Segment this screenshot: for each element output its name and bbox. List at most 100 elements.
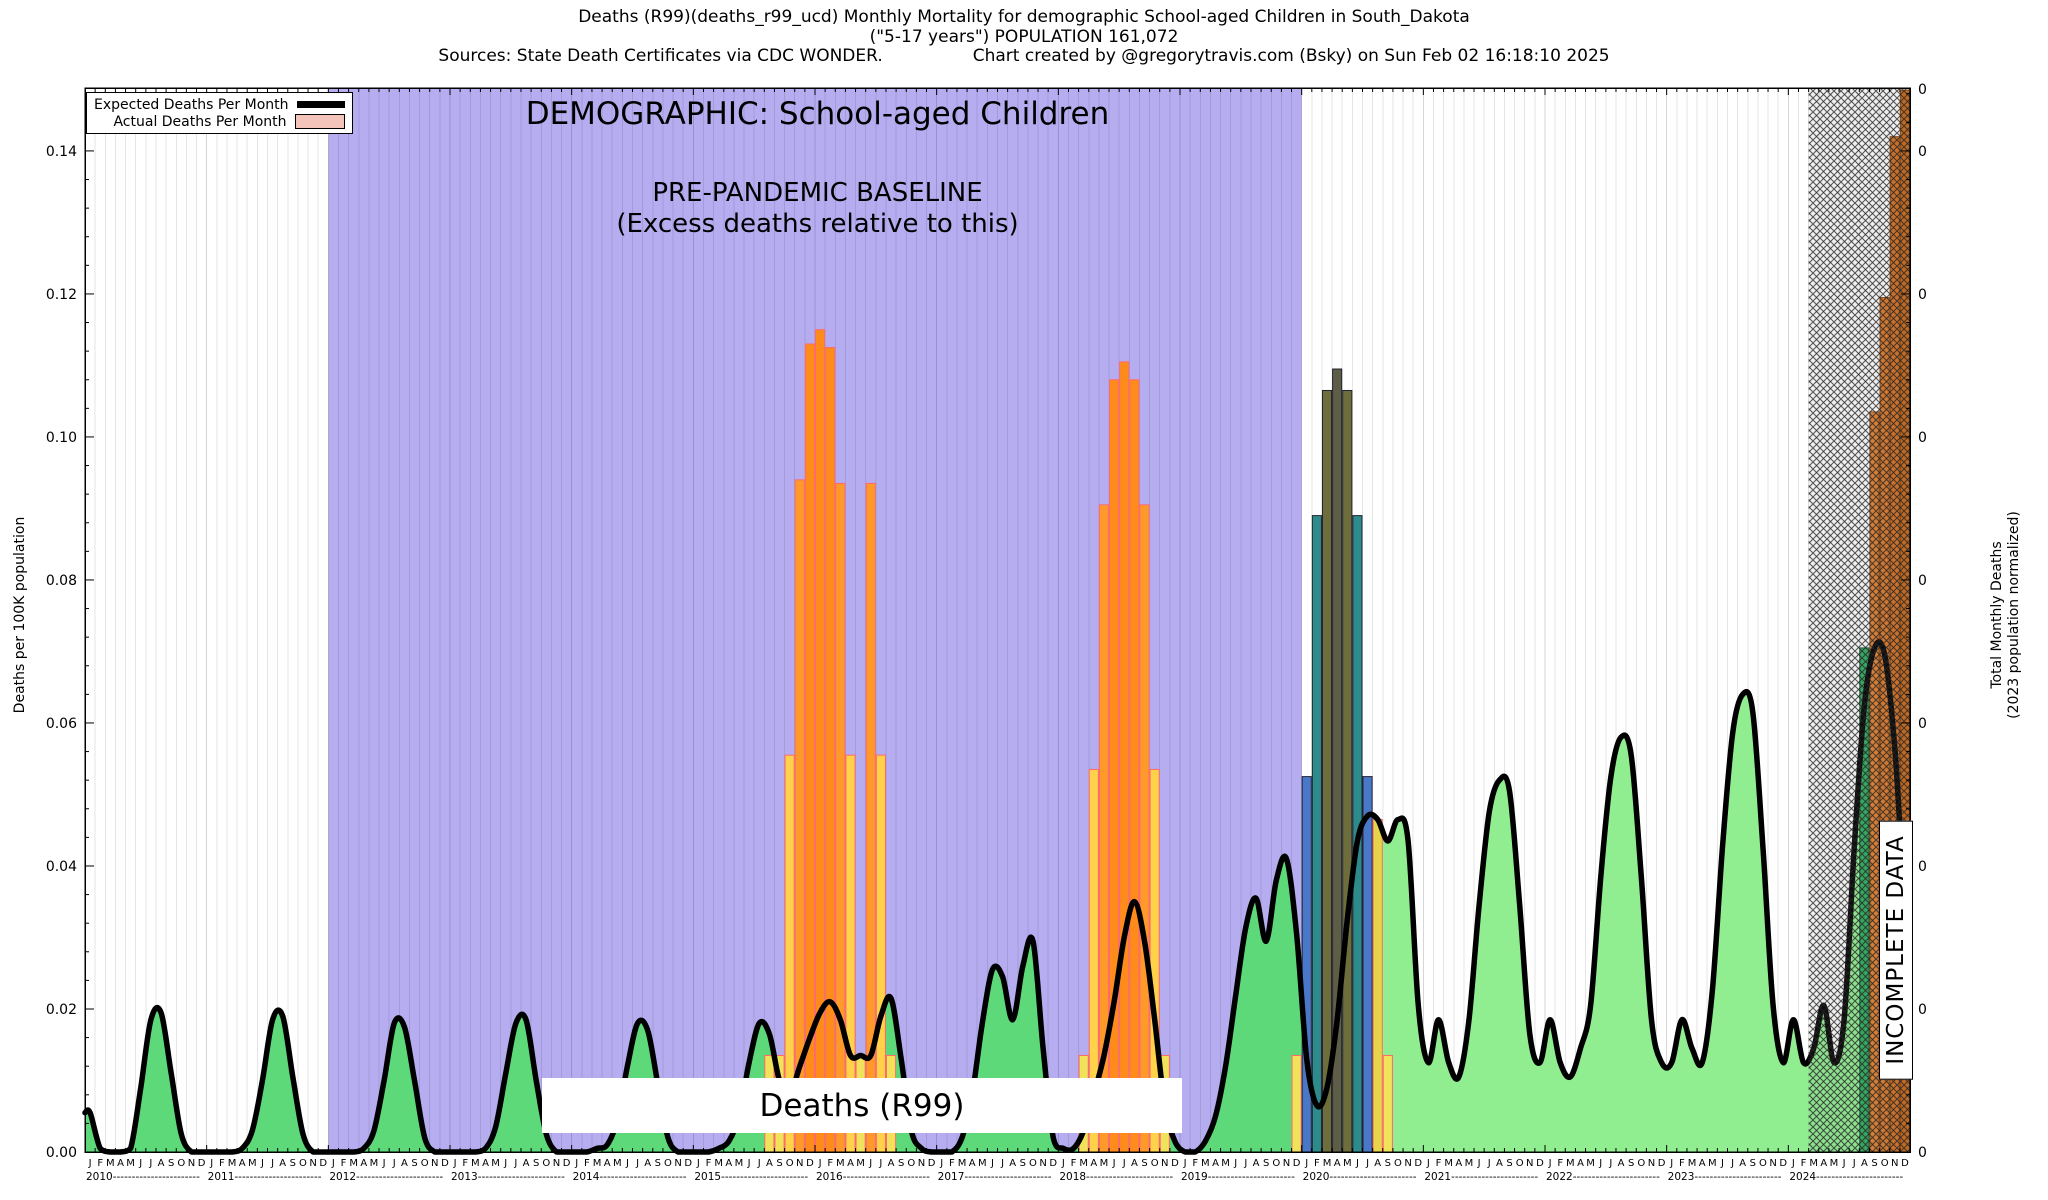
svg-text:F: F	[1801, 1158, 1807, 1169]
svg-text:A: A	[644, 1158, 651, 1169]
svg-text:F: F	[1071, 1158, 1077, 1169]
svg-text:F: F	[949, 1158, 955, 1169]
svg-text:O: O	[907, 1158, 915, 1169]
svg-text:2017-----------------------: 2017-----------------------	[938, 1171, 1052, 1183]
svg-text:F: F	[1192, 1158, 1198, 1169]
svg-text:A: A	[1577, 1158, 1584, 1169]
svg-text:A: A	[1374, 1158, 1381, 1169]
svg-text:J: J	[1842, 1158, 1846, 1169]
svg-text:J: J	[1598, 1158, 1602, 1169]
svg-text:2018-----------------------: 2018-----------------------	[1059, 1171, 1173, 1183]
svg-text:A: A	[482, 1158, 489, 1169]
svg-text:M: M	[1708, 1158, 1717, 1169]
series-label: Deaths (R99)	[759, 1087, 965, 1124]
svg-text:0.08: 0.08	[46, 573, 77, 589]
svg-text:N: N	[1039, 1158, 1046, 1169]
legend-label-actual: Actual Deaths Per Month	[113, 113, 287, 130]
svg-text:A: A	[1212, 1158, 1219, 1169]
svg-text:D: D	[928, 1158, 936, 1169]
svg-text:M: M	[1343, 1158, 1352, 1169]
svg-text:N: N	[796, 1158, 803, 1169]
svg-text:J: J	[513, 1158, 517, 1169]
svg-text:J: J	[331, 1158, 335, 1169]
expected-line-swatch	[296, 101, 345, 108]
incomplete-data-label: INCOMPLETE DATA	[1879, 820, 1913, 1080]
svg-text:N: N	[188, 1158, 195, 1169]
svg-text:A: A	[1861, 1158, 1868, 1169]
svg-text:N: N	[1161, 1158, 1168, 1169]
svg-text:M: M	[1586, 1158, 1595, 1169]
svg-text:O: O	[1394, 1158, 1402, 1169]
svg-text:A: A	[1739, 1158, 1746, 1169]
svg-text:M: M	[248, 1158, 257, 1169]
svg-text:M: M	[491, 1158, 500, 1169]
svg-text:M: M	[593, 1158, 602, 1169]
svg-text:0: 0	[1918, 430, 1927, 446]
svg-text:J: J	[1720, 1158, 1724, 1169]
expected-line	[82, 639, 1913, 1155]
series-label-box: Deaths (R99)	[542, 1078, 1182, 1133]
svg-text:J: J	[88, 1158, 92, 1169]
svg-text:2022-----------------------: 2022-----------------------	[1546, 1171, 1660, 1183]
svg-text:A: A	[725, 1158, 732, 1169]
svg-text:M: M	[228, 1158, 237, 1169]
svg-text:0: 0	[1918, 1002, 1927, 1018]
svg-text:0: 0	[1918, 1145, 1927, 1161]
svg-text:2011-----------------------: 2011-----------------------	[208, 1171, 322, 1183]
svg-text:2023-----------------------: 2023-----------------------	[1668, 1171, 1782, 1183]
svg-text:O: O	[1029, 1158, 1037, 1169]
svg-text:M: M	[1809, 1158, 1818, 1169]
svg-text:M: M	[613, 1158, 622, 1169]
svg-text:J: J	[1487, 1158, 1491, 1169]
svg-text:D: D	[319, 1158, 327, 1169]
svg-text:O: O	[1637, 1158, 1645, 1169]
right-axis-title-line2: (2023 population normalized)	[2006, 511, 2022, 719]
svg-text:2024-----------------------: 2024-----------------------	[1789, 1171, 1903, 1183]
svg-text:F: F	[706, 1158, 712, 1169]
svg-text:O: O	[1516, 1158, 1524, 1169]
svg-text:O: O	[1272, 1158, 1280, 1169]
svg-text:M: M	[1830, 1158, 1839, 1169]
svg-text:J: J	[757, 1158, 761, 1169]
svg-text:A: A	[360, 1158, 367, 1169]
svg-text:J: J	[1426, 1158, 1430, 1169]
svg-text:0.02: 0.02	[46, 1002, 77, 1018]
svg-text:A: A	[1090, 1158, 1097, 1169]
svg-text:S: S	[1141, 1158, 1147, 1169]
svg-text:O: O	[664, 1158, 672, 1169]
svg-text:O: O	[177, 1158, 185, 1169]
credit-text: Chart created by @gregorytravis.com (Bsk…	[972, 46, 1610, 66]
svg-text:D: D	[1658, 1158, 1666, 1169]
svg-text:D: D	[1171, 1158, 1179, 1169]
svg-text:D: D	[441, 1158, 449, 1169]
svg-text:A: A	[523, 1158, 530, 1169]
svg-text:J: J	[392, 1158, 396, 1169]
svg-text:A: A	[1253, 1158, 1260, 1169]
svg-text:O: O	[1151, 1158, 1159, 1169]
legend: Expected Deaths Per Month Actual Deaths …	[86, 92, 353, 134]
svg-text:S: S	[168, 1158, 174, 1169]
svg-text:M: M	[126, 1158, 135, 1169]
svg-text:0.04: 0.04	[46, 859, 77, 875]
svg-text:2020-----------------------: 2020-----------------------	[1303, 1171, 1417, 1183]
svg-text:J: J	[1608, 1158, 1612, 1169]
svg-text:J: J	[260, 1158, 264, 1169]
svg-text:D: D	[563, 1158, 571, 1169]
svg-text:S: S	[290, 1158, 296, 1169]
svg-text:2012-----------------------: 2012-----------------------	[329, 1171, 443, 1183]
svg-text:A: A	[1618, 1158, 1625, 1169]
svg-text:S: S	[1263, 1158, 1269, 1169]
svg-text:D: D	[684, 1158, 692, 1169]
svg-text:J: J	[1669, 1158, 1673, 1169]
svg-text:D: D	[1049, 1158, 1057, 1169]
svg-text:M: M	[1444, 1158, 1453, 1169]
svg-text:J: J	[138, 1158, 142, 1169]
svg-text:J: J	[1243, 1158, 1247, 1169]
svg-text:M: M	[370, 1158, 379, 1169]
svg-text:M: M	[958, 1158, 967, 1169]
svg-text:A: A	[1496, 1158, 1503, 1169]
svg-text:N: N	[1526, 1158, 1533, 1169]
svg-text:N: N	[674, 1158, 681, 1169]
svg-text:M: M	[1566, 1158, 1575, 1169]
svg-text:J: J	[574, 1158, 578, 1169]
